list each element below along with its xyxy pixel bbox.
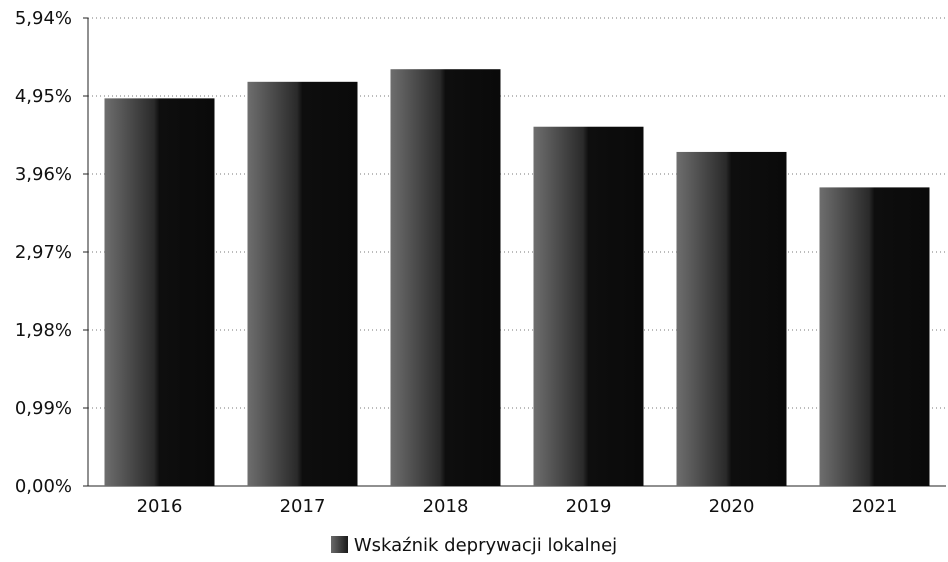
x-tick-label: 2016 — [137, 496, 183, 517]
y-axis-tick-labels: 0,00% 0,99% 1,98% 2,97% 3,96% 4,95% 5,94% — [15, 8, 72, 497]
axes — [83, 17, 946, 487]
bar-2021 — [819, 187, 930, 487]
y-tick-label: 0,00% — [15, 476, 72, 497]
bar-2018 — [390, 69, 501, 486]
bars — [104, 69, 930, 487]
y-tick-label: 0,99% — [15, 398, 72, 419]
x-tick-label: 2020 — [709, 496, 755, 517]
bar-2020 — [676, 151, 787, 486]
y-tick-label: 3,96% — [15, 164, 72, 185]
y-tick-label: 4,95% — [15, 86, 72, 107]
x-tick-label: 2018 — [423, 496, 469, 517]
y-tick-label: 5,94% — [15, 8, 72, 29]
bar-2017 — [247, 81, 358, 487]
y-tick-label: 2,97% — [15, 242, 72, 263]
x-tick-label: 2021 — [852, 496, 898, 517]
gridlines — [88, 17, 946, 409]
y-tick-label: 1,98% — [15, 320, 72, 341]
legend-swatch — [330, 536, 348, 553]
bar-2016 — [104, 98, 215, 486]
bar-2019 — [533, 126, 644, 487]
x-tick-label: 2017 — [280, 496, 326, 517]
legend: Wskaźnik deprywacji lokalnej — [0, 536, 948, 556]
x-tick-label: 2019 — [566, 496, 612, 517]
legend-label: Wskaźnik deprywacji lokalnej — [353, 535, 618, 556]
x-axis-tick-labels: 2016 2017 2018 2019 2020 2021 — [137, 496, 898, 517]
